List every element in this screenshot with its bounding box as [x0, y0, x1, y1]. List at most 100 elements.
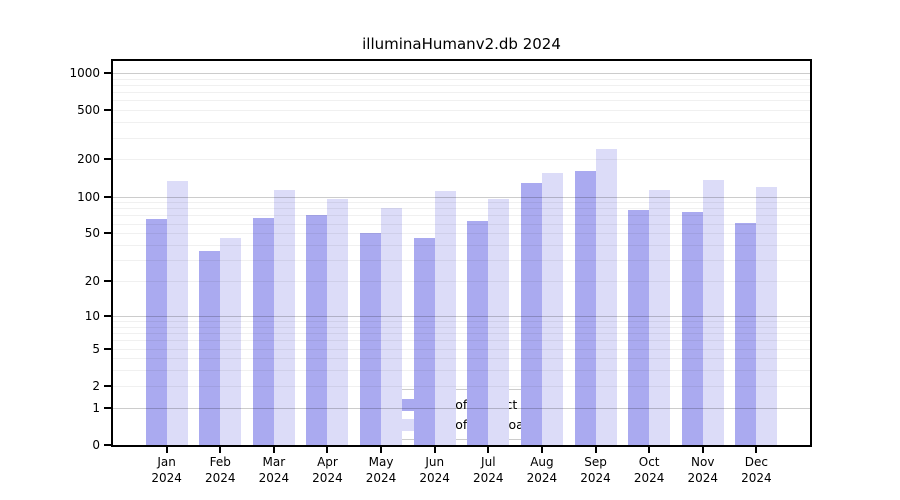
minor-gridline-90: [113, 202, 810, 204]
x-tick-label-jul: Jul 2024: [473, 455, 504, 485]
chart-title: illuminaHumanv2.db 2024: [362, 35, 561, 53]
y-tick-500: [104, 109, 111, 112]
x-tick-jul: [487, 447, 490, 453]
x-tick-label-sep: Sep 2024: [580, 455, 611, 485]
axis-spine-bottom: [111, 445, 812, 447]
y-tick-label-1000: 1000: [69, 66, 100, 80]
x-tick-label-dec: Dec 2024: [741, 455, 772, 485]
x-tick-label-may: May 2024: [365, 455, 397, 485]
bar-downloads-jan: [166, 181, 188, 445]
x-tick-dec: [755, 447, 758, 453]
bar-downloads-feb: [220, 237, 242, 445]
x-tick-apr: [326, 447, 329, 453]
y-tick-200: [104, 158, 111, 161]
x-tick-label-jun: Jun 2024: [419, 455, 450, 485]
y-tick-100: [104, 195, 111, 198]
plot-area: Nb of distinct IPs Nb of downloads: [113, 61, 810, 445]
minor-gridline-40: [113, 245, 810, 247]
bar-distinct-ips-mar: [252, 217, 274, 445]
minor-gridline-7: [113, 333, 810, 335]
minor-gridline-8: [113, 326, 810, 328]
bar-downloads-mar: [273, 189, 295, 445]
bar-distinct-ips-jul: [467, 221, 489, 445]
x-tick-sep: [594, 447, 597, 453]
axis-spine-left: [111, 59, 113, 447]
y-tick-label-5: 5: [92, 341, 100, 356]
bar-downloads-nov: [702, 180, 724, 445]
x-tick-label-aug: Aug 2024: [526, 455, 558, 485]
bar-downloads-jun: [434, 190, 456, 445]
x-tick-may: [380, 447, 383, 453]
major-gridline-1000: [113, 73, 810, 74]
bar-distinct-ips-feb: [199, 250, 221, 445]
minor-gridline-700: [113, 92, 810, 94]
minor-gridline-800: [113, 85, 810, 86]
y-tick-1: [104, 406, 111, 409]
x-tick-label-nov: Nov 2024: [687, 455, 719, 485]
y-tick-label-500: 500: [77, 103, 100, 118]
bar-distinct-ips-jan: [145, 219, 167, 445]
bar-distinct-ips-apr: [306, 214, 328, 445]
minor-gridline-80: [113, 208, 810, 210]
x-tick-jun: [433, 447, 436, 453]
bar-distinct-ips-dec: [735, 222, 757, 445]
y-tick-label-0: 0: [92, 438, 100, 452]
bar-downloads-aug: [541, 173, 563, 445]
x-tick-nov: [701, 447, 704, 453]
x-tick-label-oct: Oct 2024: [633, 455, 665, 485]
bar-downloads-dec: [756, 186, 778, 445]
axis-spine-top: [111, 59, 812, 61]
minor-gridline-70: [113, 215, 810, 217]
minor-gridline-400: [113, 122, 810, 124]
minor-gridline-6: [113, 340, 810, 342]
y-tick-label-10: 10: [84, 308, 100, 323]
y-tick-label-50: 50: [84, 226, 100, 241]
x-tick-label-jan: Jan 2024: [151, 455, 182, 485]
y-tick-label-2: 2: [92, 378, 100, 393]
x-tick-label-apr: Apr 2024: [312, 455, 343, 485]
bar-downloads-may: [381, 208, 403, 445]
x-tick-oct: [648, 447, 651, 453]
minor-gridline-50: [113, 233, 810, 235]
major-gridline-1: [113, 407, 810, 409]
y-tick-2: [104, 384, 111, 387]
minor-gridline-5: [113, 348, 810, 350]
minor-gridline-60: [113, 223, 810, 225]
minor-gridline-900: [113, 78, 810, 80]
y-tick-50: [104, 232, 111, 235]
major-gridline-10: [113, 315, 810, 317]
y-tick-20: [104, 280, 111, 283]
bar-downloads-apr: [327, 199, 349, 445]
y-tick-10: [104, 314, 111, 317]
bar-downloads-sep: [595, 148, 617, 445]
minor-gridline-600: [113, 100, 810, 102]
major-gridline-100: [113, 196, 810, 198]
bar-distinct-ips-oct: [628, 209, 650, 445]
minor-gridline-30: [113, 260, 810, 262]
x-tick-label-feb: Feb 2024: [204, 455, 236, 485]
bar-distinct-ips-nov: [681, 211, 703, 445]
x-tick-aug: [540, 447, 543, 453]
minor-gridline-300: [113, 137, 810, 139]
minor-gridline-200: [113, 159, 810, 161]
y-tick-1000: [104, 72, 111, 74]
x-tick-mar: [272, 447, 275, 453]
minor-gridline-2: [113, 385, 810, 387]
y-tick-label-1: 1: [92, 400, 100, 415]
bar-distinct-ips-sep: [574, 171, 596, 445]
bar-distinct-ips-aug: [520, 182, 542, 445]
axis-spine-right: [810, 59, 812, 447]
y-tick-0: [104, 444, 111, 446]
minor-gridline-3: [113, 370, 810, 372]
minor-gridline-9: [113, 321, 810, 323]
x-tick-jan: [165, 447, 168, 453]
minor-gridline-20: [113, 281, 810, 283]
x-tick-feb: [219, 447, 222, 453]
bar-downloads-oct: [649, 189, 671, 445]
bar-distinct-ips-may: [360, 233, 382, 445]
y-tick-5: [104, 347, 111, 350]
bar-downloads-jul: [488, 199, 510, 445]
minor-gridline-4: [113, 358, 810, 360]
y-tick-label-200: 200: [77, 152, 100, 167]
